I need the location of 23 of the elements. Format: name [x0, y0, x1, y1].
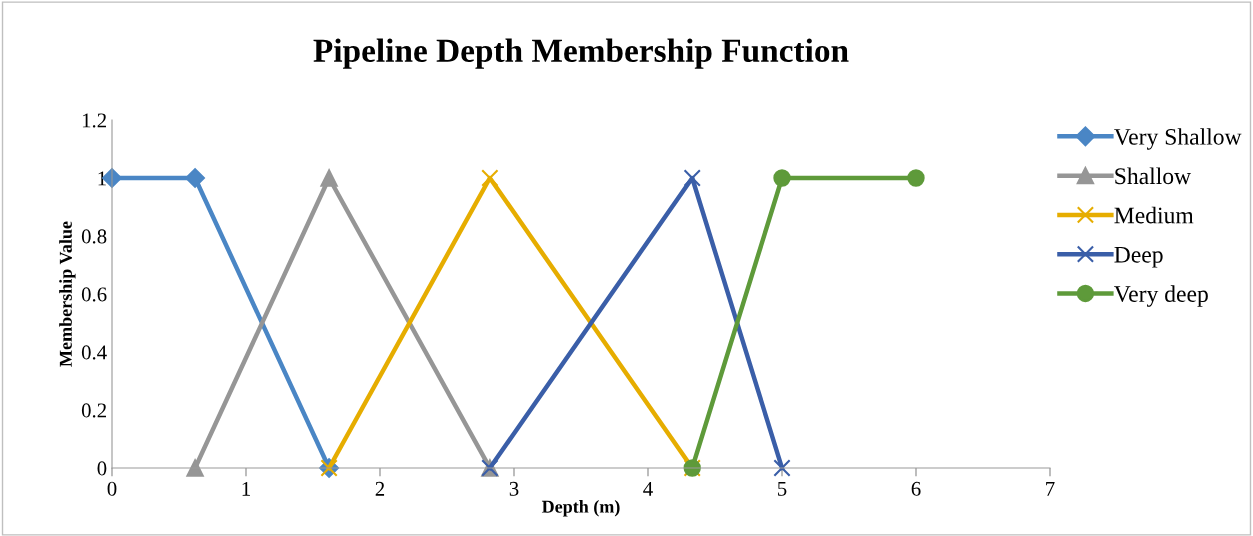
legend-label: Medium [1114, 206, 1194, 224]
y-tick-label: 0 [97, 461, 107, 476]
legend-label: Shallow [1115, 167, 1192, 185]
x-tick-label: 0 [107, 481, 117, 496]
x-tick-label: 1 [242, 481, 250, 496]
x-tick-label: 5 [778, 482, 787, 496]
y-tick-label: 0.4 [81, 345, 107, 360]
chart-title: Pipeline Depth Membership Function [313, 38, 849, 69]
y-tick-label: 1 [98, 171, 106, 186]
x-tick-label: 4 [643, 481, 653, 496]
legend-label: Very Shallow [1114, 128, 1242, 150]
y-tick-label: 0.8 [81, 229, 107, 244]
y-tick-label: 0.6 [81, 287, 107, 302]
x-tick-label: 6 [911, 481, 921, 496]
x-tick-label: 3 [509, 481, 519, 496]
x-tick-label: 7 [1046, 482, 1055, 496]
x-tick-label: 2 [375, 481, 385, 496]
y-tick-label: 0.2 [81, 403, 106, 418]
y-axis-title: Membership Value [59, 221, 76, 367]
x-axis-title: Depth (m) [541, 500, 620, 517]
y-tick-label: 1.2 [82, 113, 106, 128]
legend-label: Very deep [1114, 285, 1208, 307]
legend-label: Deep [1114, 246, 1163, 268]
